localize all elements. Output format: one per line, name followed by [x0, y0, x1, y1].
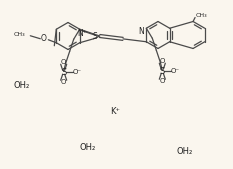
Text: N: N	[139, 27, 144, 36]
Text: S: S	[61, 68, 66, 77]
Text: OH₂: OH₂	[80, 143, 96, 152]
Text: CH₃: CH₃	[196, 13, 208, 18]
Text: S: S	[92, 32, 97, 41]
Text: K⁺: K⁺	[110, 107, 120, 116]
Text: S: S	[160, 67, 165, 76]
Text: OH₂: OH₂	[14, 80, 30, 90]
Text: O⁻: O⁻	[171, 68, 180, 74]
Text: OH₂: OH₂	[177, 148, 193, 156]
Text: O⁻: O⁻	[72, 69, 81, 75]
Text: N⁺: N⁺	[77, 29, 87, 38]
Text: O: O	[160, 58, 165, 64]
Text: O: O	[40, 34, 46, 43]
Text: O: O	[160, 78, 165, 84]
Text: CH₃: CH₃	[14, 32, 25, 37]
Text: O: O	[61, 79, 66, 85]
Text: O: O	[61, 59, 66, 65]
